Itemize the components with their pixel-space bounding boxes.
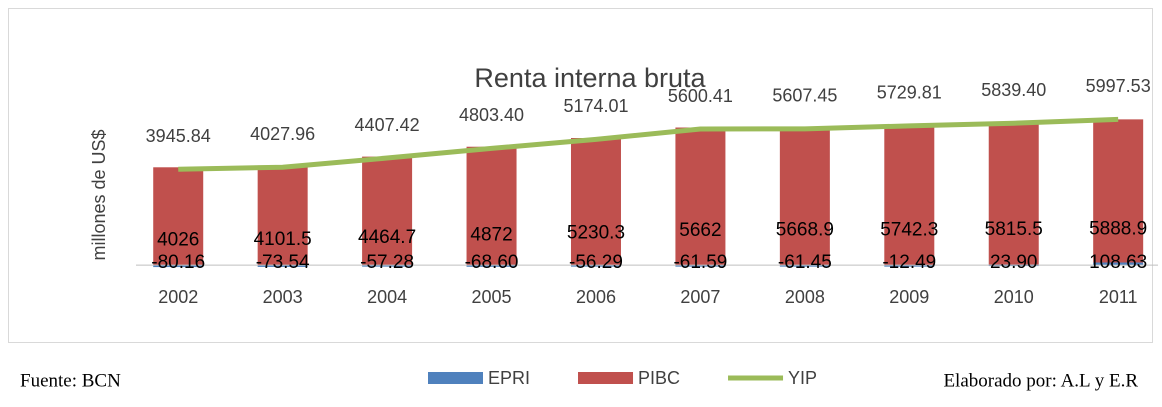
data-label: -61.59 bbox=[673, 252, 727, 273]
bar bbox=[153, 265, 204, 268]
legend-label: YIP bbox=[788, 368, 817, 388]
bar bbox=[988, 123, 1039, 265]
bar bbox=[570, 265, 621, 267]
data-label: 23.90 bbox=[990, 252, 1038, 273]
credit: Elaborado por: A.L y E.R bbox=[943, 370, 1138, 391]
data-label: 4464.7 bbox=[358, 227, 416, 248]
data-label: -80.16 bbox=[151, 252, 205, 273]
bar bbox=[1093, 262, 1144, 266]
legend-label: EPRI bbox=[488, 368, 530, 388]
data-label: 4101.5 bbox=[254, 229, 312, 250]
data-label: 4803.40 bbox=[459, 105, 524, 125]
legend-swatch bbox=[578, 372, 634, 384]
data-label: 3945.84 bbox=[146, 126, 211, 146]
data-label: -68.60 bbox=[465, 252, 519, 273]
data-label: 5815.5 bbox=[985, 219, 1043, 240]
bar bbox=[362, 156, 413, 266]
data-label: 4026 bbox=[157, 230, 199, 251]
data-label: 5662 bbox=[679, 220, 721, 241]
bar bbox=[466, 146, 517, 266]
data-label: 5729.81 bbox=[877, 83, 942, 103]
data-label: -73.54 bbox=[256, 252, 310, 273]
bar bbox=[779, 265, 830, 267]
x-tick-label: 2006 bbox=[576, 287, 616, 307]
x-tick-label: 2005 bbox=[472, 287, 512, 307]
bar bbox=[884, 125, 935, 266]
bar bbox=[884, 265, 935, 267]
chart-border bbox=[8, 8, 1153, 343]
bar bbox=[362, 265, 413, 267]
data-label: 5174.01 bbox=[563, 96, 628, 116]
bar bbox=[153, 167, 204, 266]
data-label: -12.49 bbox=[882, 252, 936, 273]
data-label: 4872 bbox=[470, 225, 512, 246]
data-label: 5888.9 bbox=[1089, 218, 1147, 239]
bar bbox=[1093, 119, 1144, 263]
x-tick-label: 2004 bbox=[367, 287, 407, 307]
x-tick-label: 2003 bbox=[263, 287, 303, 307]
data-label: 5742.3 bbox=[880, 219, 938, 240]
x-tick-label: 2007 bbox=[680, 287, 720, 307]
data-label: 5230.3 bbox=[567, 222, 625, 243]
data-label: 5668.9 bbox=[776, 220, 834, 241]
chart-title: Renta interna bruta bbox=[474, 63, 706, 93]
x-tick-label: 2009 bbox=[889, 287, 929, 307]
legend-swatch bbox=[428, 372, 483, 384]
bar bbox=[675, 265, 726, 267]
source: Fuente: BCN bbox=[20, 370, 121, 391]
line-series bbox=[178, 116, 1119, 172]
data-label: 5600.41 bbox=[668, 86, 733, 106]
data-label: 4407.42 bbox=[355, 115, 420, 135]
bar bbox=[466, 265, 517, 267]
bar bbox=[779, 127, 830, 266]
data-label: -56.29 bbox=[569, 252, 623, 273]
data-label: 5997.53 bbox=[1086, 76, 1151, 96]
bar bbox=[257, 265, 308, 267]
x-tick-label: 2008 bbox=[785, 287, 825, 307]
data-label: 108.63 bbox=[1089, 252, 1147, 273]
legend-label: PIBC bbox=[638, 368, 680, 388]
y-axis-label: millones de US$ bbox=[89, 129, 109, 260]
data-label: -57.28 bbox=[360, 252, 414, 273]
x-tick-label: 2002 bbox=[158, 287, 198, 307]
data-label: -61.45 bbox=[778, 252, 832, 273]
bar bbox=[257, 165, 308, 266]
bar bbox=[675, 127, 726, 266]
data-label: 5607.45 bbox=[772, 86, 837, 106]
bar bbox=[570, 138, 621, 266]
x-tick-label: 2010 bbox=[994, 287, 1034, 307]
data-label: 4027.96 bbox=[250, 124, 315, 144]
data-label: 5839.40 bbox=[981, 80, 1046, 100]
x-tick-label: 2011 bbox=[1099, 287, 1138, 307]
